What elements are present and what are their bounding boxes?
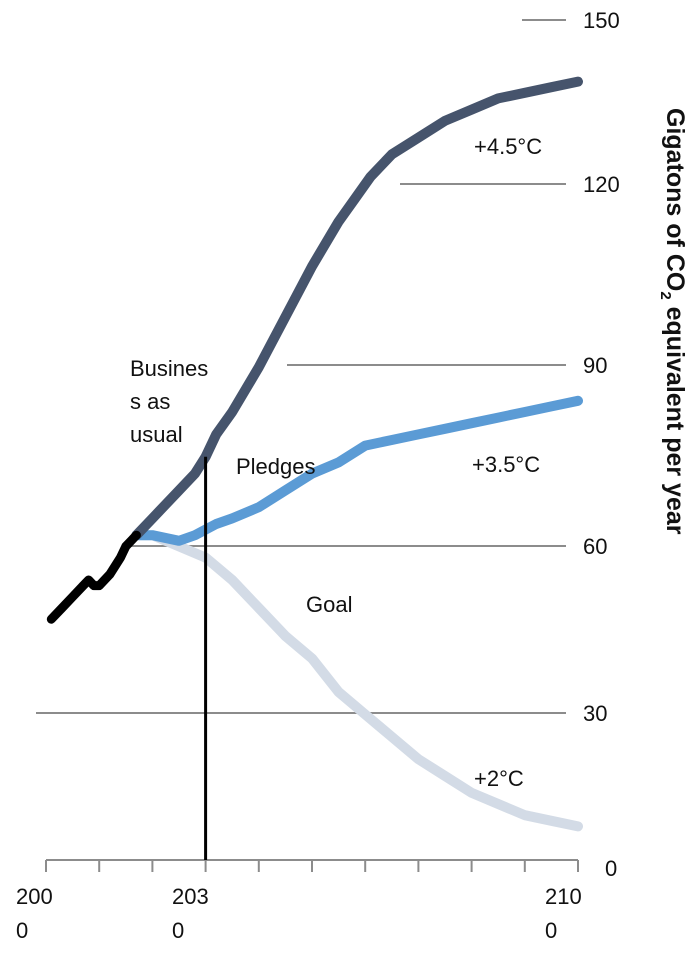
label-pledges: Pledges [236, 454, 316, 479]
x-tick-label-2100-line1: 210 [545, 884, 582, 909]
x-tick-label-2100-line2: 0 [545, 918, 557, 943]
series-line-goal [131, 530, 583, 832]
y-axis-label-main: Gigatons of CO [661, 108, 689, 291]
x-tick-label-2030-line1: 203 [172, 884, 209, 909]
label-bau-line3: usual [130, 422, 183, 447]
x-tick-label-2000-line2: 0 [16, 918, 28, 943]
x-tick-label-2030-line2: 0 [172, 918, 184, 943]
y-axis-label-rest: equivalent per year [661, 300, 689, 535]
x-tick-label-2000-line1: 200 [16, 884, 53, 909]
x-tick-label-2030: 203 0 [172, 884, 215, 943]
y-axis-label: Gigatons of CO2 equivalent per year [657, 108, 689, 535]
x-tick-labels: 200 0 203 0 210 0 [16, 884, 588, 943]
y-tick-labels: 150 120 90 60 30 0 [583, 8, 620, 881]
y-tick-label-120: 120 [583, 172, 620, 197]
grid-lines [36, 19, 566, 714]
series-line-business-as-usual [131, 76, 583, 541]
y-tick-label-90: 90 [583, 353, 607, 378]
label-bau-line1: Busines [130, 356, 208, 381]
label-temp-goal: +2°C [474, 766, 524, 791]
x-tick-label-2100: 210 0 [545, 884, 588, 943]
x-axis-ticks [45, 860, 579, 872]
y-tick-label-150: 150 [583, 8, 620, 33]
y-tick-label-0: 0 [605, 856, 617, 881]
label-temp-pledges: +3.5°C [472, 452, 540, 477]
label-bau-line2: s as [130, 389, 170, 414]
label-business-as-usual: Busines s as usual [130, 356, 214, 447]
x-tick-label-2000: 200 0 [16, 884, 59, 943]
y-tick-label-30: 30 [583, 701, 607, 726]
series-lines [46, 76, 583, 832]
y-axis-label-subscript: 2 [657, 291, 674, 299]
label-goal: Goal [306, 592, 352, 617]
y-tick-label-60: 60 [583, 534, 607, 559]
label-temp-bau: +4.5°C [474, 134, 542, 159]
series-line-pledges [131, 395, 583, 546]
annotations: Busines s as usual Pledges Goal +4.5°C +… [130, 134, 542, 791]
series-line-historical [46, 530, 141, 624]
